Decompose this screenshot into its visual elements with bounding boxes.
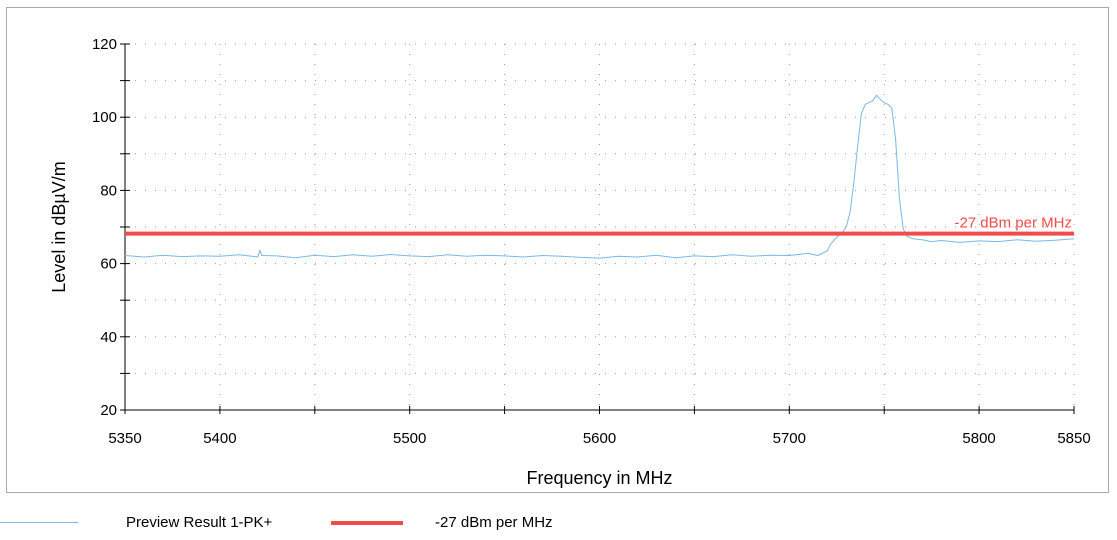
x-tick-label: 5400 [203,430,236,447]
legend-swatch-limit [331,520,403,525]
limit-line-label: -27 dBm per MHz [954,215,1072,232]
y-axis-title: Level in dBµV/m [49,161,69,292]
x-tick-label: 5800 [962,430,995,447]
y-tick-label: 40 [100,329,117,346]
y-tick-label: 60 [100,256,117,273]
x-tick-label: 5700 [773,430,806,447]
trace-line [124,94,1075,259]
legend-item-limit: -27 dBm per MHz [331,514,553,531]
y-tick-label: 80 [100,182,117,199]
x-tick-label: 5600 [583,430,616,447]
legend-label-limit: -27 dBm per MHz [435,514,553,531]
chart-frame: 20 40 60 80 100 120 5350 5400 5500 5600 5700 5800 58… [6,7,1109,493]
legend-label-trace: Preview Result 1-PK+ [126,514,273,531]
x-tick-label: 5500 [393,430,426,447]
x-axis-title: Frequency in MHz [526,468,672,488]
chart-plot: 20 40 60 80 100 120 5350 5400 5500 5600 5700 5800 58… [49,36,1091,488]
x-tick-label: 5850 [1057,430,1090,447]
y-tick-label: 20 [100,402,117,419]
x-tick-label: 5350 [108,430,141,447]
y-tick-label: 100 [92,109,117,126]
legend: Preview Result 1-PK+ -27 dBm per MHz [0,514,1117,538]
legend-item-trace: Preview Result 1-PK+ [0,514,272,531]
y-tick-label: 120 [92,36,117,53]
legend-swatch-trace [0,522,78,523]
